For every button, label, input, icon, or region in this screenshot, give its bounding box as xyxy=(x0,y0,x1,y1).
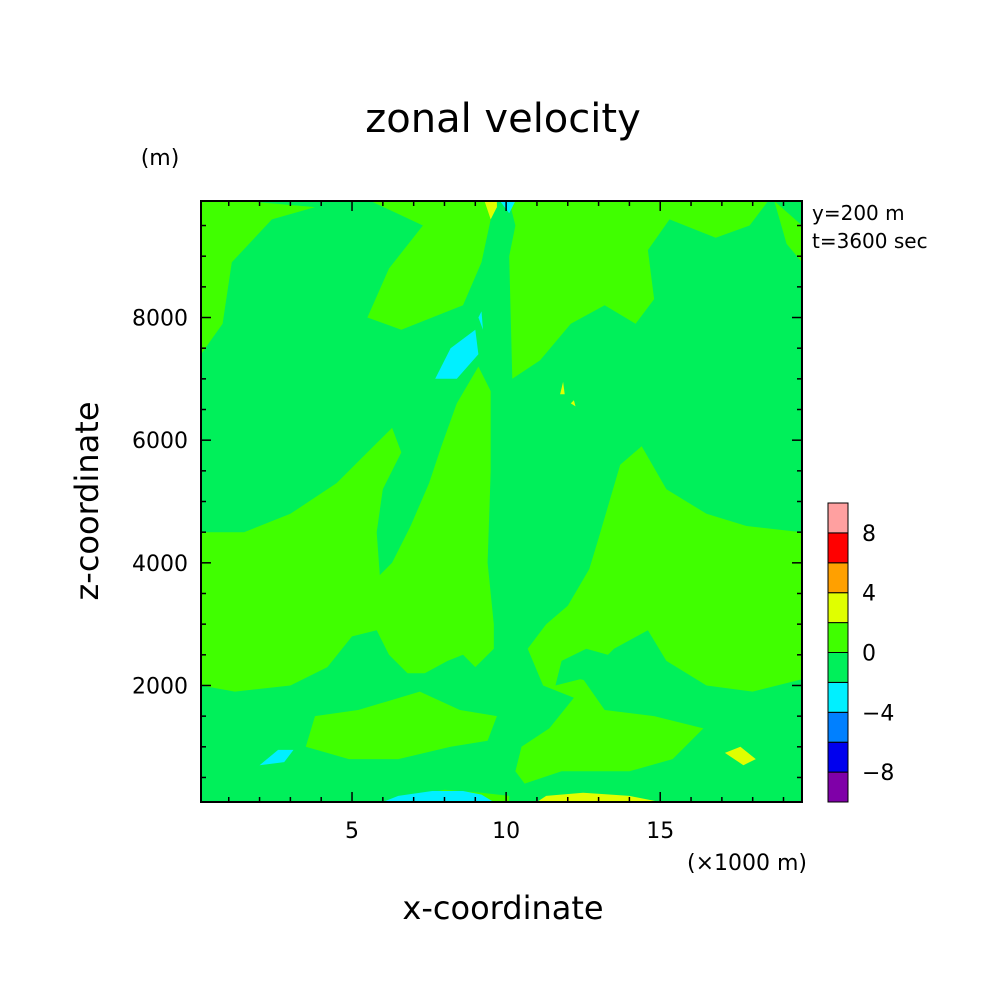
colorbar-swatch-1 xyxy=(827,741,849,773)
contour-region-4 xyxy=(201,366,494,692)
colorbar-label-0: 0 xyxy=(862,642,876,667)
contour-region-8 xyxy=(413,654,476,686)
contour-region-1 xyxy=(367,201,494,330)
contour-region-12 xyxy=(382,791,494,802)
colorbar-swatch-0 xyxy=(827,771,849,803)
colorbar-swatch-3 xyxy=(827,681,849,713)
x-tick-label-5: 5 xyxy=(345,819,359,844)
x-tick-label-10: 10 xyxy=(492,819,520,844)
colorbar-label--8: −8 xyxy=(862,761,894,786)
contour-region-16 xyxy=(724,746,756,766)
contour-region-9 xyxy=(555,648,611,686)
chart-title: zonal velocity xyxy=(365,96,641,142)
annotation-t: t=3600 sec xyxy=(812,229,928,253)
colorbar-label--4: −4 xyxy=(862,701,894,726)
colorbar-swatch-7 xyxy=(827,562,849,594)
contour-region-15 xyxy=(484,201,497,220)
y-unit-label: (m) xyxy=(141,146,180,171)
x-tick-label-15: 15 xyxy=(646,819,674,844)
contour-region-3 xyxy=(774,201,802,263)
colorbar-swatch-8 xyxy=(827,532,849,564)
y-axis-label: z-coordinate xyxy=(68,401,106,600)
colorbar: −8 −4 0 4 8 xyxy=(827,502,894,803)
contour-region-11 xyxy=(259,749,294,766)
contour-region-0 xyxy=(201,201,315,355)
contour-region-13 xyxy=(500,201,516,214)
colorbar-swatch-9 xyxy=(827,502,849,534)
colorbar-label-4: 4 xyxy=(862,582,876,607)
y-tick-label-8000: 8000 xyxy=(132,307,188,332)
colorbar-swatch-4 xyxy=(827,652,849,683)
contour-region-19 xyxy=(570,400,576,407)
contour-region-2 xyxy=(509,201,769,379)
contour-region-18 xyxy=(560,381,565,395)
x-axis-label: x-coordinate xyxy=(402,889,603,927)
colorbar-label-8: 8 xyxy=(862,522,876,547)
plot-area xyxy=(200,200,803,803)
axes: 5 10 15 2000 4000 6000 8000 xyxy=(132,201,802,844)
colorbar-swatch-2 xyxy=(827,711,849,743)
annotation-y: y=200 m xyxy=(812,201,905,225)
plot-background xyxy=(201,201,802,802)
contour-region-10 xyxy=(435,329,479,379)
x-unit-label: (×1000 m) xyxy=(687,851,807,876)
y-tick-label-4000: 4000 xyxy=(132,552,188,577)
colorbar-swatch-6 xyxy=(827,592,849,624)
colorbar-swatch-5 xyxy=(827,622,849,653)
contour-region-6 xyxy=(515,446,802,784)
contour-region-14 xyxy=(478,311,483,330)
contour-region-5 xyxy=(305,691,497,760)
y-tick-label-2000: 2000 xyxy=(132,674,188,699)
y-tick-label-6000: 6000 xyxy=(132,429,188,454)
